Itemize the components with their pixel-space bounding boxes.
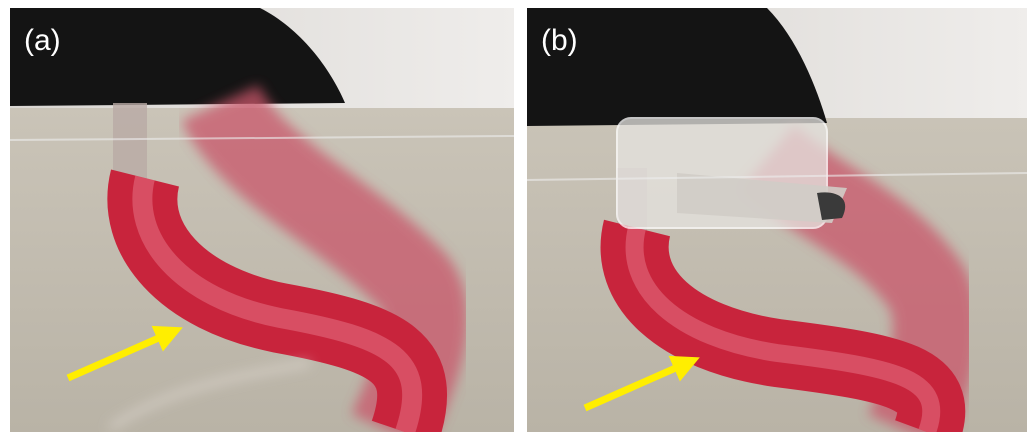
panel-a: (a): [10, 8, 514, 432]
panel-label: (b): [541, 24, 578, 57]
panel-b: (b): [527, 8, 1027, 432]
panel-label: (a): [24, 24, 61, 57]
figure: (a) (b): [0, 0, 1032, 439]
